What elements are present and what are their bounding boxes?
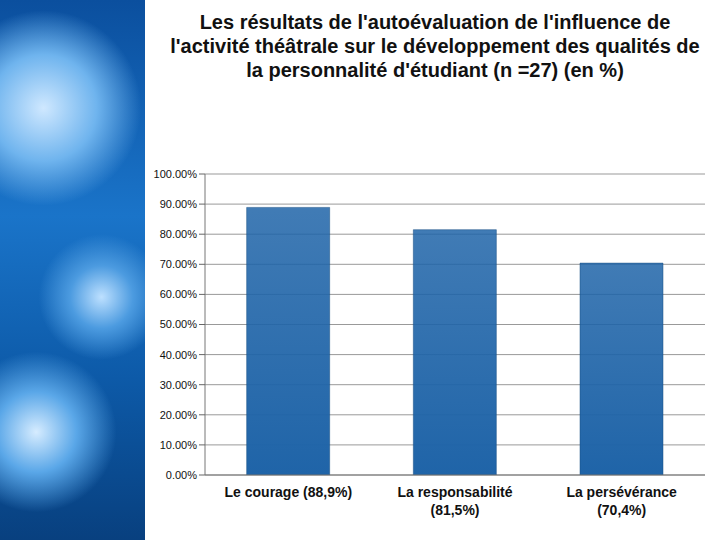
html-text:Les résultats de l'autoévaluat: Les résultats de l'autoévaluation de l'i… bbox=[170, 11, 700, 81]
svg-text:20.00%: 20.00% bbox=[160, 409, 198, 421]
svg-text:10.00%: 10.00% bbox=[160, 439, 198, 451]
svg-text:80.00%: 80.00% bbox=[160, 228, 198, 240]
svg-text:70.00%: 70.00% bbox=[160, 258, 198, 270]
svg-text:60.00%: 60.00% bbox=[160, 288, 198, 300]
svg-text:50.00%: 50.00% bbox=[160, 318, 198, 330]
svg-text:Le courage (88,9%): Le courage (88,9%) bbox=[225, 484, 353, 500]
svg-text:40.00%: 40.00% bbox=[160, 349, 198, 361]
svg-text:La responsabilité(81,5%): La responsabilité(81,5%) bbox=[397, 484, 512, 518]
svg-text:0.00%: 0.00% bbox=[166, 469, 197, 481]
svg-text:30.00%: 30.00% bbox=[160, 379, 198, 391]
svg-text:La persévérance(70,4%): La persévérance(70,4%) bbox=[566, 484, 677, 518]
svg-text:100.00%: 100.00% bbox=[154, 168, 198, 180]
svg-text:90.00%: 90.00% bbox=[160, 198, 198, 210]
